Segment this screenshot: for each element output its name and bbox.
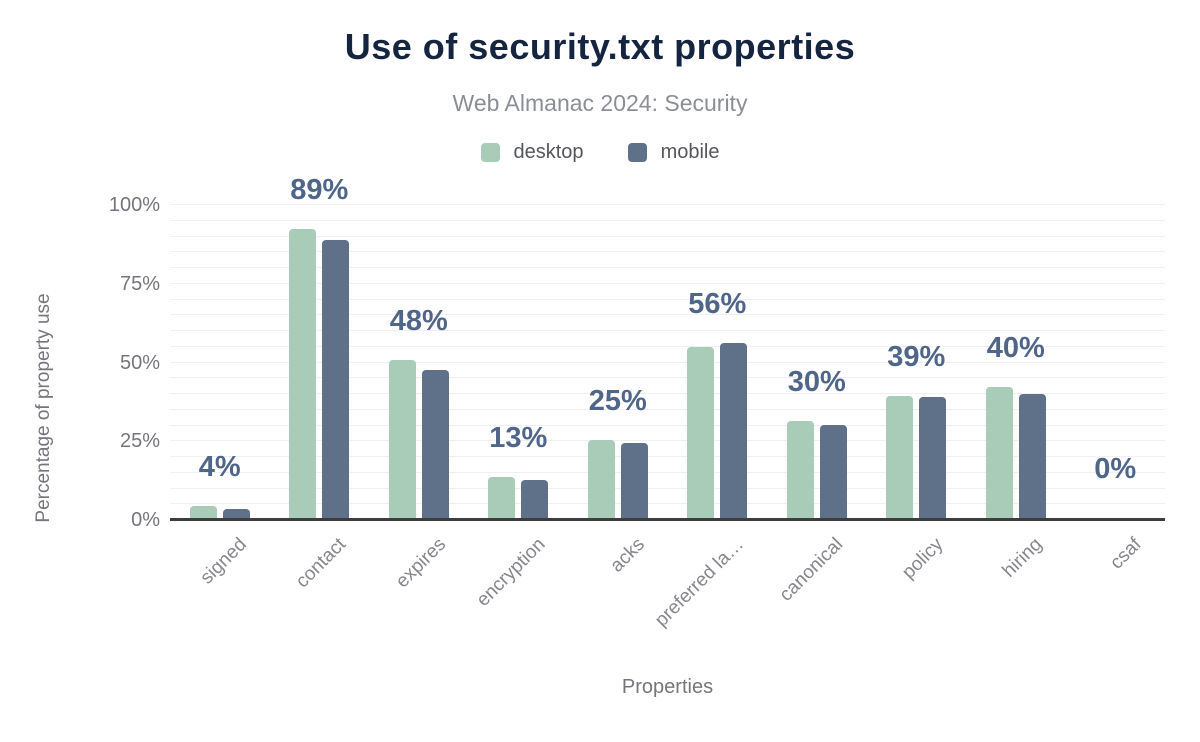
bar-desktop-acks[interactable] (587, 440, 615, 520)
gridline (170, 345, 1165, 347)
bar-desktop-encryption[interactable] (488, 476, 516, 520)
gridline (170, 487, 1165, 489)
value-label: 4% (198, 451, 241, 484)
category-slot-policy: 39% policy (867, 205, 967, 583)
bar-desktop-policy[interactable] (886, 395, 914, 520)
value-label: 30% (787, 365, 846, 398)
bar-desktop-signed[interactable] (189, 506, 217, 520)
chart-subtitle: Web Almanac 2024: Security (452, 90, 748, 116)
bar-group (270, 205, 370, 520)
value-label: 40% (986, 332, 1045, 365)
bar-desktop-expires[interactable] (388, 359, 416, 520)
value-label: 13% (489, 421, 548, 454)
x-tick-label: canonical (775, 534, 848, 606)
x-tick-label: contact (291, 534, 351, 593)
legend-label-mobile: mobile (660, 141, 720, 163)
bar-mobile-contact[interactable] (322, 239, 350, 520)
legend-item-desktop[interactable]: desktop (480, 141, 584, 164)
bar-mobile-encryption[interactable] (521, 480, 549, 520)
bar-mobile-expires[interactable] (421, 370, 449, 520)
gridline (170, 204, 1165, 205)
category-slot-encryption: 13% encryption (469, 205, 569, 610)
bar-group (767, 205, 867, 520)
category-slot-acks: 25% acks (568, 205, 668, 576)
bar-group (966, 205, 1066, 520)
desktop-series-swatch (480, 143, 500, 162)
value-label: 0% (1094, 453, 1137, 485)
legend-item-mobile[interactable]: mobile (627, 141, 720, 164)
x-tick-label: signed (196, 534, 251, 589)
bar-mobile-preferred-la-[interactable] (720, 343, 748, 520)
gridline (170, 377, 1165, 379)
gridline (170, 456, 1165, 457)
value-label: 39% (887, 340, 946, 373)
bar-desktop-canonical[interactable] (786, 420, 814, 520)
gridline (170, 440, 1165, 442)
gridline (170, 393, 1165, 394)
gridline (170, 471, 1165, 473)
gridline (170, 361, 1165, 363)
bar-desktop-contact[interactable] (289, 229, 317, 520)
bar-group (668, 205, 768, 520)
gridline (170, 503, 1165, 505)
y-tick-label: 0% (131, 509, 160, 531)
x-tick-label: preferred la… (651, 534, 749, 631)
bar-mobile-canonical[interactable] (819, 424, 847, 520)
bar-group (568, 205, 668, 520)
gridline (170, 298, 1165, 300)
value-label: 25% (588, 385, 647, 417)
gridline (170, 408, 1165, 410)
gridline (170, 219, 1165, 221)
bar-group (867, 205, 967, 520)
category-slot-hiring: 40% hiring (966, 205, 1066, 582)
bar-group (170, 205, 270, 520)
bar-mobile-hiring[interactable] (1018, 394, 1046, 520)
bar-desktop-hiring[interactable] (985, 387, 1013, 520)
legend-label-desktop: desktop (513, 141, 584, 163)
bar-mobile-policy[interactable] (919, 396, 947, 520)
legend: desktop mobile (0, 141, 1200, 164)
y-tick-label: 25% (119, 430, 160, 453)
x-tick-label: hiring (998, 534, 1047, 582)
bar-desktop-preferred-la-[interactable] (687, 346, 715, 520)
x-tick-label: policy (897, 534, 948, 584)
bar-group (469, 205, 569, 520)
bar-group (369, 205, 469, 520)
value-label: 48% (389, 304, 448, 337)
category-slot-expires: 48% expires (369, 205, 469, 592)
x-tick-label: csaf (1106, 534, 1147, 574)
x-tick-label: encryption (472, 534, 550, 611)
gridline (170, 267, 1165, 268)
plot-area: 4% signed 89% contact 48% expires 13% encryptio… (170, 176, 1166, 631)
category-slot-canonical: 30% canonical (767, 205, 867, 605)
y-axis-ticks: 0% 25% 50% 75% 100% (0, 195, 160, 530)
x-tick-label: acks (606, 534, 649, 577)
bar-mobile-acks[interactable] (620, 442, 648, 520)
y-tick-label: 100% (108, 194, 160, 216)
gridline (170, 235, 1165, 237)
category-slot-preferred-la-: 56% preferred la… (651, 205, 768, 631)
category-slot-signed: 4% signed (170, 205, 270, 588)
gridline (170, 251, 1165, 253)
y-tick-label: 75% (119, 272, 160, 295)
gridline (170, 424, 1165, 426)
category-slot-contact: 89% contact (270, 176, 370, 592)
x-axis-line (170, 518, 1165, 521)
value-label: 56% (688, 288, 747, 321)
y-tick-label: 50% (119, 351, 160, 374)
chart-title: Use of security.txt properties (344, 26, 856, 67)
x-tick-label: expires (391, 534, 450, 593)
category-slot-csaf: 0% csaf (1066, 205, 1166, 574)
bar-mobile-signed[interactable] (222, 509, 250, 520)
mobile-series-swatch (627, 143, 647, 162)
gridline (170, 314, 1165, 316)
value-label: 89% (290, 174, 349, 207)
gridline (170, 330, 1165, 331)
gridline (170, 282, 1165, 284)
x-axis-title: Properties (621, 676, 714, 698)
